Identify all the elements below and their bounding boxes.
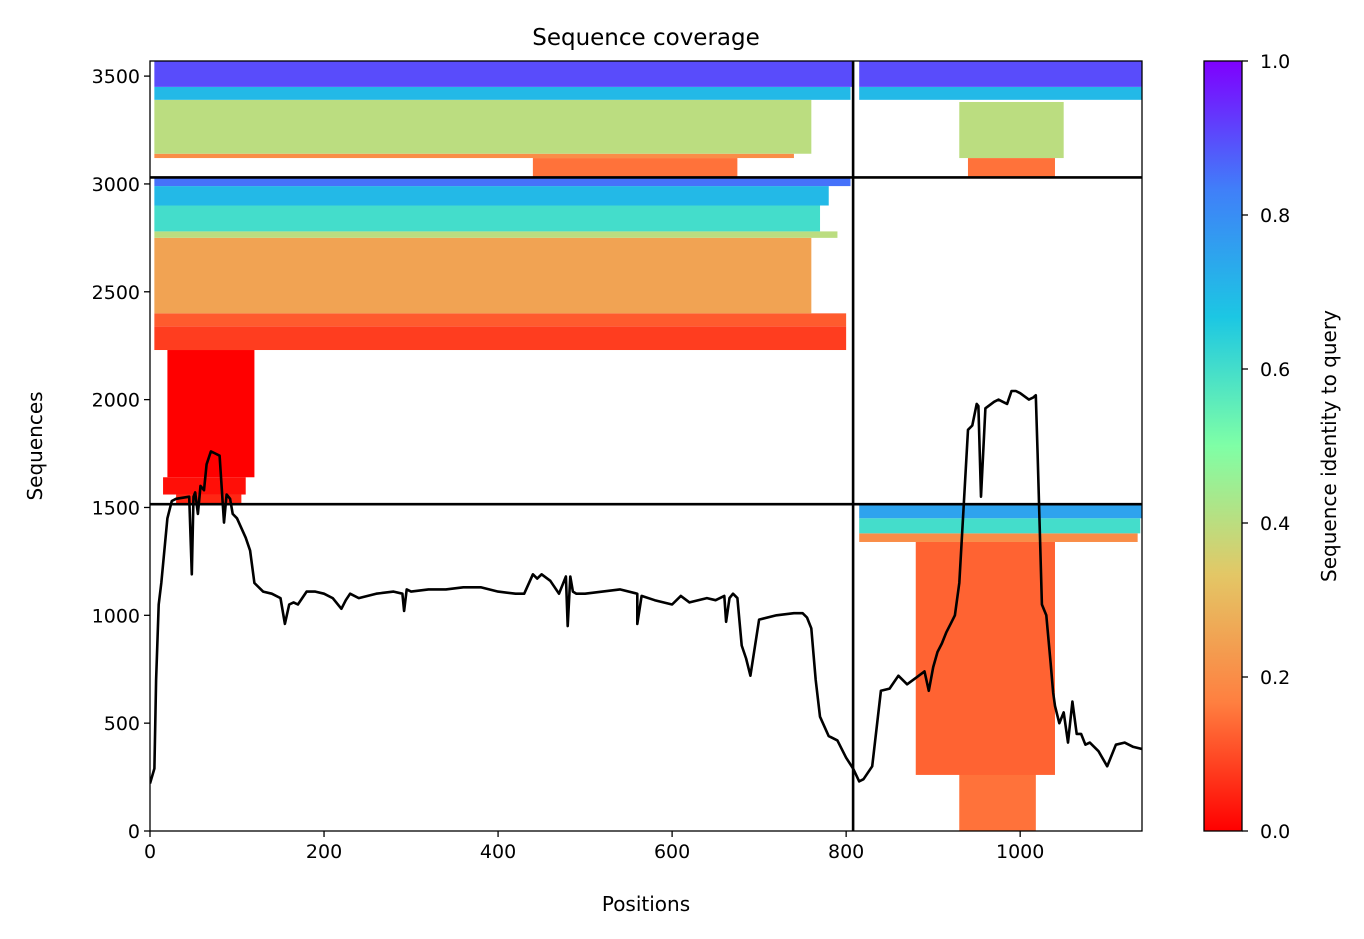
y-tick-label: 3000	[92, 174, 140, 196]
x-tick-label: 1000	[996, 841, 1044, 863]
coverage-band	[959, 101, 1064, 159]
coverage-block	[859, 504, 1142, 831]
coverage-block	[859, 61, 1142, 178]
block-boundary-lines	[150, 61, 1142, 831]
coverage-band	[154, 86, 851, 100]
coverage-band	[154, 313, 847, 327]
coverage-band	[167, 350, 255, 478]
x-tick-label: 200	[306, 841, 342, 863]
colorbar-label: Sequence identity to query	[1317, 310, 1341, 582]
coverage-band	[859, 86, 1142, 100]
y-tick-label: 1000	[92, 605, 140, 627]
coverage-band	[532, 158, 738, 178]
y-tick-label: 2000	[92, 390, 140, 412]
coverage-band	[154, 205, 821, 232]
plot-frame	[149, 60, 1143, 832]
colorbar	[1204, 61, 1242, 831]
coverage-band	[154, 99, 812, 154]
coverage-line	[150, 389, 1142, 784]
coverage-band	[176, 494, 242, 505]
colorbar-tick-label: 0.4	[1260, 513, 1290, 535]
x-tick-label: 600	[654, 841, 690, 863]
coverage-band	[154, 177, 851, 187]
coverage-band	[154, 153, 794, 159]
x-tick-label: 0	[144, 841, 156, 863]
coverage-block	[154, 177, 851, 505]
colorbar-axis: 0.0 0.2 0.4 0.6 0.8 1.0	[1242, 51, 1290, 843]
coverage-heatmap	[154, 61, 1142, 831]
x-tick-label: 400	[480, 841, 516, 863]
y-tick-label: 500	[104, 713, 140, 735]
coverage-band	[915, 541, 1055, 775]
y-axis-label: Sequences	[23, 391, 47, 500]
colorbar-tick-label: 0.8	[1260, 205, 1290, 227]
coverage-band	[154, 326, 847, 351]
coverage-band	[154, 237, 812, 314]
coverage-band	[859, 504, 1142, 519]
colorbar-frame	[1203, 60, 1243, 832]
coverage-band	[154, 61, 854, 87]
coverage-band	[859, 518, 1141, 534]
coverage-block	[154, 61, 854, 178]
x-axis-label: Positions	[602, 892, 690, 916]
x-tick-label: 800	[828, 841, 864, 863]
y-tick-label: 1500	[92, 497, 140, 519]
coverage-band	[859, 61, 1142, 87]
y-tick-label: 0	[128, 821, 140, 843]
coverage-band	[967, 158, 1055, 178]
y-axis: 0 500 1000 1500 2000 2500 3000 3500	[92, 66, 150, 843]
y-tick-label: 2500	[92, 282, 140, 304]
colorbar-tick-label: 0.0	[1260, 821, 1290, 843]
coverage-band	[859, 533, 1138, 542]
colorbar-tick-label: 0.6	[1260, 359, 1290, 381]
coverage-band	[154, 186, 829, 206]
coverage-band	[154, 231, 838, 238]
chart-title: Sequence coverage	[532, 25, 760, 51]
colorbar-tick-label: 0.2	[1260, 667, 1290, 689]
colorbar-tick-label: 1.0	[1260, 51, 1290, 73]
y-tick-label: 3500	[92, 66, 140, 88]
coverage-line-layer	[150, 389, 1142, 784]
x-axis: 0 200 400 600 800 1000	[144, 831, 1044, 863]
